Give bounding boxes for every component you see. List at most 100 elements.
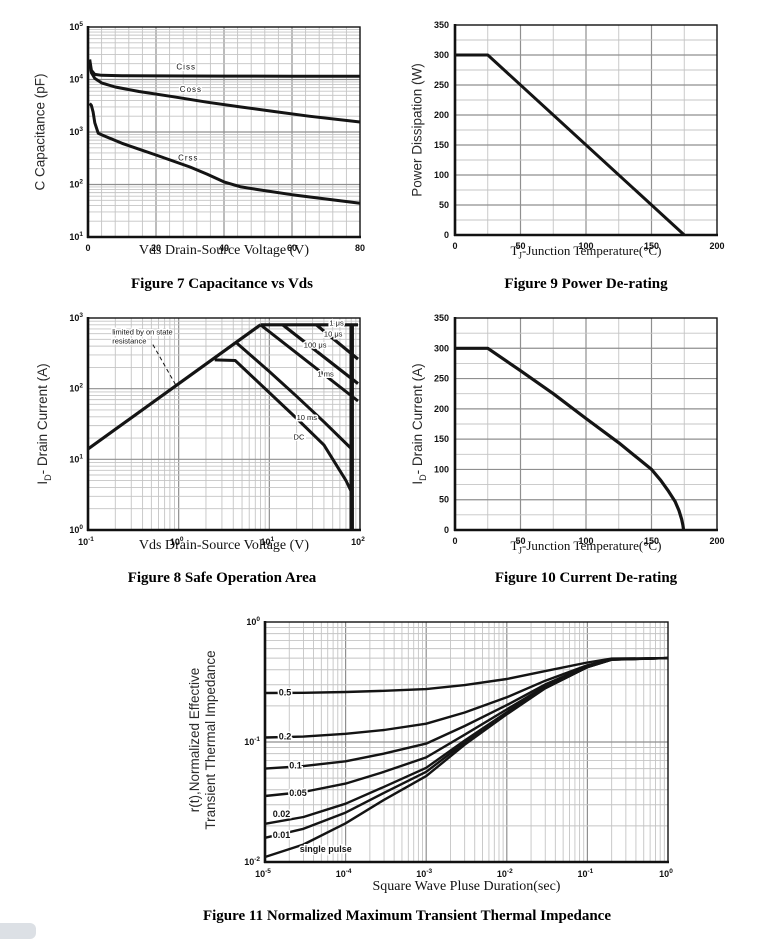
fig7-grid <box>88 27 360 237</box>
fig10-tick: 150 <box>434 434 449 444</box>
fig9-curve-power-derating <box>455 53 686 237</box>
fig8-series <box>87 323 360 530</box>
fig9-tick: 50 <box>439 200 449 210</box>
fig11-grid <box>265 622 668 862</box>
fig7-curve-Crss <box>88 102 361 205</box>
fig10-tick: 200 <box>709 536 724 546</box>
fig8-tick: 100 <box>170 536 184 547</box>
fig9-tick: 100 <box>434 170 449 180</box>
fig9-grid <box>455 25 717 235</box>
fig7-series <box>88 59 361 205</box>
fig7-label: Coss <box>180 85 202 94</box>
fig11-tick: 10-1 <box>244 736 260 747</box>
fig10-tick: 50 <box>439 495 449 505</box>
fig8-curve-labels: 1 μs 10 μs 100 μs 1 ms 10 ms DC limited by on … <box>111 317 346 443</box>
fig8-label: 1 ms <box>318 369 335 378</box>
fig11-tick: 10-2 <box>244 856 260 867</box>
figure10-current-derating-chart: 0 50 100 150 200 0 50 100 150 200 250 300 350 <box>434 313 725 546</box>
figure7-capacitance-chart: Ciss Coss Crss 0 20 40 60 80 105 104 103 102 101 <box>69 21 365 253</box>
fig8-tick: 10-1 <box>78 536 94 547</box>
figure9-y-axis-title: Power Dissipation (W) <box>409 63 425 197</box>
fig11-curve-duty-0.5 <box>264 656 669 695</box>
fig8-label: limited by on state resistance <box>112 328 172 346</box>
fig11-tick: 100 <box>246 616 260 627</box>
fig9-tick: 150 <box>434 140 449 150</box>
fig11-label: 0.5 <box>279 688 292 698</box>
fig10-tick: 0 <box>452 536 457 546</box>
fig8-tick: 102 <box>69 383 83 394</box>
fig8-tick: 103 <box>69 312 83 323</box>
figure8-caption: Figure 8 Safe Operation Area <box>127 570 317 586</box>
fig8-frame <box>86 317 361 532</box>
fig9-tick: 300 <box>434 50 449 60</box>
fig8-label: 10 ms <box>297 413 318 422</box>
fig10-tick: 100 <box>434 464 449 474</box>
scrollbar-stub[interactable] <box>0 923 36 939</box>
fig11-tick-labels: 10-5 10-4 10-3 10-2 10-1 100 100 10-1 10-2 <box>244 616 673 879</box>
fig9-tick: 50 <box>515 241 525 251</box>
fig10-tick-labels: 0 50 100 150 200 0 50 100 150 200 250 300 350 <box>434 313 725 546</box>
fig10-tick: 350 <box>434 313 449 323</box>
fig11-label: 0.01 <box>273 830 291 840</box>
fig8-label: DC <box>294 433 305 442</box>
figure10-x-axis-title: TJ-Junction Temperature(°C) <box>510 538 662 556</box>
fig8-curve-annotation-leader <box>152 344 176 385</box>
fig7-tick: 80 <box>355 243 365 253</box>
fig9-tick: 0 <box>452 241 457 251</box>
fig10-tick: 300 <box>434 343 449 353</box>
figure7-caption: Figure 7 Capacitance vs Vds <box>131 276 313 292</box>
fig7-tick: 101 <box>69 231 83 242</box>
figure11-x-axis-title: Square Wave Pluse Duration(sec) <box>372 879 561 894</box>
fig8-label: 1 μs <box>329 318 344 327</box>
figure10-y-axis-title: ID- Drain Current (A) <box>410 363 428 485</box>
fig11-label: 0.05 <box>289 788 307 798</box>
fig7-tick: 103 <box>69 126 83 137</box>
fig7-tick: 40 <box>219 243 229 253</box>
fig8-tick: 102 <box>351 536 365 547</box>
fig10-tick: 100 <box>578 536 593 546</box>
figure11-y-axis-title: r(t),Normalized Effective Transient Therm… <box>187 650 218 830</box>
fig8-grid <box>88 318 360 530</box>
fig8-label: 100 μs <box>304 341 327 350</box>
figure8-x-axis-title: Vds Drain-Source Voltage (V) <box>138 538 310 553</box>
figure9-x-axis-title: TJ-Junction Temperature(°C) <box>510 243 662 261</box>
fig10-tick: 250 <box>434 374 449 384</box>
figure9-power-derating-chart: 0 50 100 150 200 0 50 100 150 200 250 300 350 <box>434 20 725 251</box>
fig11-curve-single-pulse <box>264 656 669 859</box>
fig9-tick: 350 <box>434 20 449 30</box>
fig10-series <box>455 346 686 531</box>
fig7-tick: 20 <box>151 243 161 253</box>
fig10-tick: 0 <box>444 525 449 535</box>
fig10-frame <box>453 317 718 532</box>
figure7-x-axis-title: Vds Drain-Source Voltage (V) <box>138 243 310 258</box>
fig11-tick: 10-4 <box>336 868 352 879</box>
fig9-tick: 200 <box>434 110 449 120</box>
fig7-frame <box>86 26 361 239</box>
fig11-curve-duty-0.1 <box>264 656 669 770</box>
fig11-series <box>264 656 669 859</box>
fig9-tick: 0 <box>444 230 449 240</box>
fig11-tick: 100 <box>659 868 673 879</box>
figure8-soa-chart: 1 μs 10 μs 100 μs 1 ms 10 ms DC limited by on … <box>69 312 365 547</box>
figure10-caption: Figure 10 Current De-rating <box>494 570 678 586</box>
fig8-curve-dc <box>214 358 354 494</box>
fig9-tick-labels: 0 50 100 150 200 0 50 100 150 200 250 300 350 <box>434 20 725 251</box>
fig7-tick: 60 <box>287 243 297 253</box>
fig11-tick: 10-1 <box>578 868 594 879</box>
fig8-curve-on-resistance-limit <box>87 323 262 451</box>
fig11-tick: 10-2 <box>497 868 513 879</box>
fig11-curve-duty-0.05 <box>264 656 669 798</box>
fig11-label: 0.1 <box>289 761 302 771</box>
fig7-curve-Coss <box>88 63 361 124</box>
fig9-frame <box>453 24 718 237</box>
figure8-y-axis-title: ID- Drain Current (A) <box>35 363 53 485</box>
fig10-grid <box>455 318 717 530</box>
figure7-y-axis-title: C Capacitance (pF) <box>32 73 48 191</box>
fig7-tick: 104 <box>69 74 83 85</box>
fig7-tick-labels: 0 20 40 60 80 105 104 103 102 101 <box>69 21 365 253</box>
fig7-label: Crss <box>178 153 198 162</box>
fig8-curve-pulse-100us <box>281 323 359 385</box>
fig8-tick: 100 <box>69 524 83 535</box>
